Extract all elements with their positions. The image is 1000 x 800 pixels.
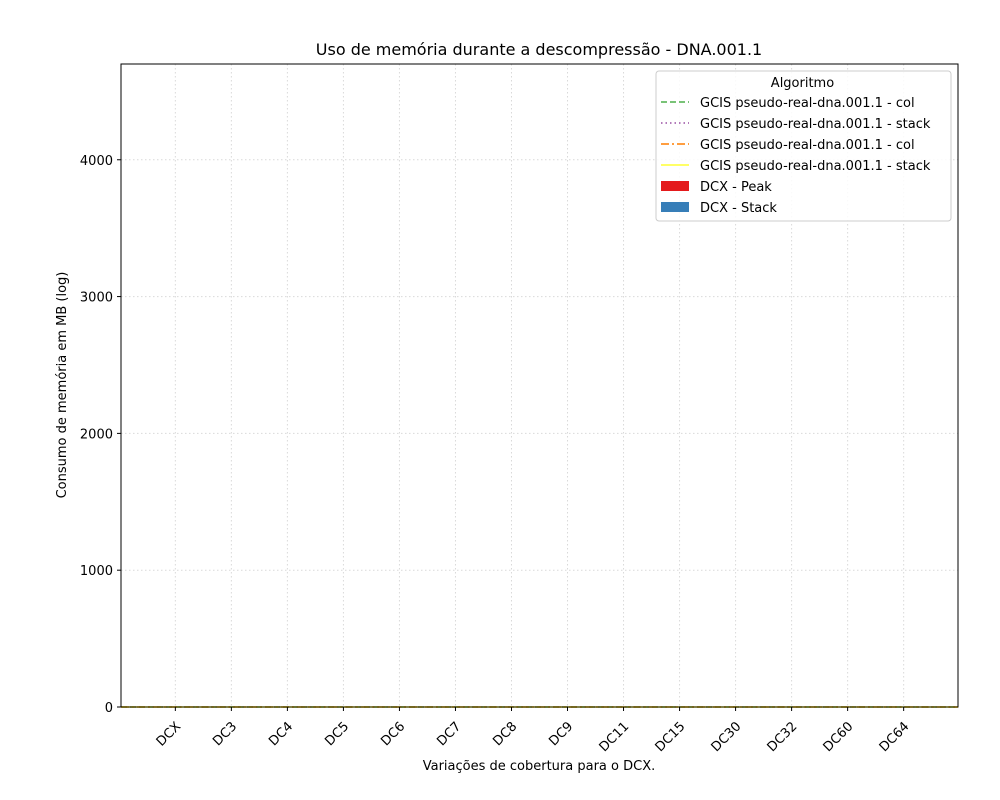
- x-tick-label: DC11: [597, 719, 633, 755]
- y-tick-label: 0: [105, 701, 113, 716]
- grid-lines: [121, 64, 958, 708]
- y-tick-label: 1000: [80, 564, 113, 579]
- x-tick-label: DC32: [765, 719, 801, 755]
- x-tick-label: DC8: [490, 719, 520, 749]
- y-tick-label: 3000: [80, 291, 113, 306]
- x-axis-label: Variações de cobertura para o DCX.: [423, 759, 656, 774]
- x-tick-label: DC15: [653, 719, 689, 755]
- legend-swatch: [661, 181, 689, 191]
- x-tick-label: DC4: [266, 719, 296, 749]
- x-tick-label: DC7: [434, 719, 464, 749]
- y-axis: 0 1000 2000 3000 4000: [80, 154, 121, 716]
- legend-entry: DCX - Stack: [700, 201, 777, 216]
- x-tick-label: DC64: [877, 719, 913, 755]
- x-tick-label: DC30: [709, 719, 745, 755]
- x-tick-label: DCX: [154, 719, 184, 749]
- x-tick-label: DC6: [378, 719, 408, 749]
- legend-entry: DCX - Peak: [700, 180, 772, 195]
- legend-entry: GCIS pseudo-real-dna.001.1 - stack: [700, 117, 931, 132]
- y-axis-label: Consumo de memória em MB (log): [55, 272, 70, 499]
- legend-entry: GCIS pseudo-real-dna.001.1 - stack: [700, 159, 931, 174]
- x-tick-label: DC5: [322, 719, 352, 749]
- legend-entry: GCIS pseudo-real-dna.001.1 - col: [700, 138, 915, 153]
- x-tick-label: DC60: [821, 719, 857, 755]
- x-axis: DCX DC3 DC4 DC5 DC6 DC7 DC8 DC9 DC11 DC15 DC30 DC32…: [154, 707, 913, 755]
- y-tick-label: 2000: [80, 427, 113, 442]
- plot-frame: [120, 63, 959, 708]
- legend: Algoritmo GCIS pseudo-real-dna.001.1 - co…: [655, 70, 952, 222]
- x-tick-label: DC3: [210, 719, 240, 749]
- legend-title: Algoritmo: [771, 76, 834, 91]
- legend-entry: GCIS pseudo-real-dna.001.1 - col: [700, 96, 915, 111]
- legend-swatch: [661, 202, 689, 212]
- legend-box: [655, 70, 952, 222]
- y-tick-label: 4000: [80, 154, 113, 169]
- x-tick-label: DC9: [546, 719, 576, 749]
- chart-title: Uso de memória durante a descompressão -…: [316, 40, 762, 59]
